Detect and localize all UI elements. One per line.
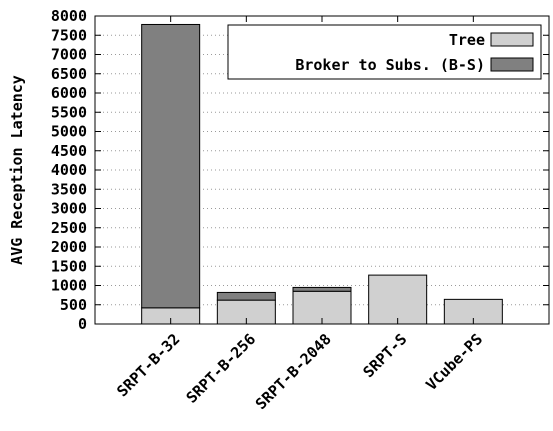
y-tick-label-7500: 7500 [51,26,87,44]
x-tick-label-SRPT-B-2048: SRPT-B-2048 [252,330,335,413]
bar-SRPT-B-2048-series-1 [292,286,352,292]
y-tick-label-1500: 1500 [51,257,87,275]
x-tick-label-SRPT-B-256: SRPT-B-256 [183,330,260,407]
y-tick-label-4500: 4500 [51,142,87,160]
y-tick-label-500: 500 [60,296,87,314]
bar-SRPT-S-series-0 [368,274,428,325]
y-tick-label-5500: 5500 [51,103,87,121]
legend-swatch-1 [490,57,534,72]
y-tick-label-3000: 3000 [51,200,87,218]
y-tick-label-3500: 3500 [51,180,87,198]
legend: Tree Broker to Subs. (B-S) [227,24,542,80]
x-tick-label-SRPT-B-32: SRPT-B-32 [113,330,183,400]
y-tick-label-1000: 1000 [51,277,87,295]
y-tick-label-6500: 6500 [51,65,87,83]
y-tick-label-5000: 5000 [51,123,87,141]
legend-label-1: Broker to Subs. (B-S) [295,56,485,74]
y-tick-label-7000: 7000 [51,46,87,64]
legend-swatch-0 [490,32,534,47]
y-axis-label: AVG Reception Latency [8,75,26,265]
legend-label-0: Tree [449,31,485,49]
x-tick-label-VCube-PS: VCube-PS [422,330,486,394]
y-tick-label-4000: 4000 [51,161,87,179]
x-tick-label-SRPT-S: SRPT-S [359,330,410,381]
y-tick-label-0: 0 [78,315,87,333]
y-tick-label-2500: 2500 [51,219,87,237]
y-tick-label-8000: 8000 [51,7,87,25]
y-tick-label-6000: 6000 [51,84,87,102]
bar-SRPT-B-32-series-1 [141,23,201,309]
bar-SRPT-B-256-series-1 [216,291,276,301]
y-tick-label-2000: 2000 [51,238,87,256]
legend-box [227,24,542,80]
